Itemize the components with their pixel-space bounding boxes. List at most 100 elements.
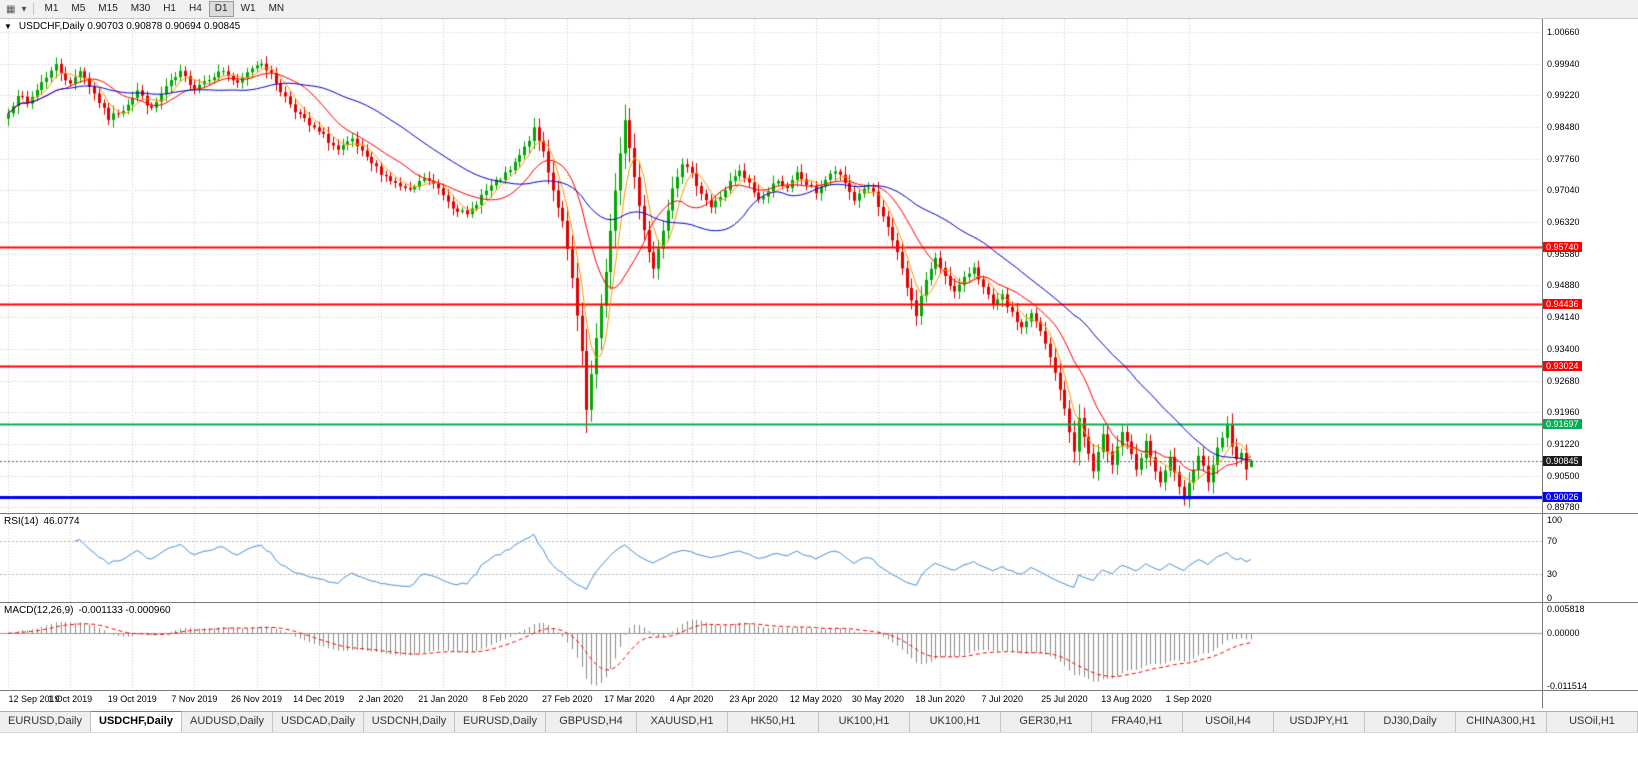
date-tick-label: 19 Oct 2019 xyxy=(107,694,157,704)
price-tick-label: 0.90500 xyxy=(1547,470,1580,481)
tab-eurusd-daily[interactable]: EURUSD,Daily xyxy=(455,712,546,732)
tab-usdjpy-h1[interactable]: USDJPY,H1 xyxy=(1274,712,1365,732)
tab-usdcad-daily[interactable]: USDCAD,Daily xyxy=(273,712,364,732)
price-level-badge: 0.94436 xyxy=(1543,298,1582,309)
price-tick-label: 0.95580 xyxy=(1547,248,1580,259)
macd-label: MACD(12,26,9) -0.001133 -0.000960 xyxy=(4,605,171,616)
tab-uk100-h1[interactable]: UK100,H1 xyxy=(910,712,1001,732)
price-tick-label: 0.89780 xyxy=(1547,502,1580,513)
axis-separator-line xyxy=(1542,19,1543,708)
rsi-tick-label: 30 xyxy=(1547,568,1558,579)
price-tick-label: 0.97760 xyxy=(1547,153,1580,164)
tab-xauusd-h1[interactable]: XAUUSD,H1 xyxy=(637,712,728,732)
chart-title: ▼ USDCHF,Daily 0.90703 0.90878 0.90694 0… xyxy=(4,21,240,32)
timeframe-button-m1[interactable]: M1 xyxy=(44,3,59,14)
macd-panel[interactable]: MACD(12,26,9) -0.001133 -0.000960 0.0058… xyxy=(0,602,1638,691)
timeframe-button-m30[interactable]: M30 xyxy=(130,3,151,14)
price-panel[interactable]: ▼ USDCHF,Daily 0.90703 0.90878 0.90694 0… xyxy=(0,19,1638,513)
date-tick-label: 26 Nov 2019 xyxy=(231,694,283,704)
macd-tick-label: 0.005818 xyxy=(1547,604,1585,614)
price-tick-label: 0.94880 xyxy=(1547,279,1580,290)
price-tick-label: 0.99220 xyxy=(1547,90,1580,100)
date-tick-label: 13 Aug 2020 xyxy=(1101,694,1152,704)
price-tick-label: 0.96320 xyxy=(1547,216,1580,227)
toolbar: ▦ ▾ M1 M5 M15 M30 H1 H4 D1 W1 MN xyxy=(0,0,1638,19)
tab-ger30-h1[interactable]: GER30,H1 xyxy=(1001,712,1092,732)
rsi-canvas[interactable] xyxy=(0,514,1542,602)
chart-grid-icon[interactable]: ▦ xyxy=(6,3,16,15)
tab-eurusd-daily[interactable]: EURUSD,Daily xyxy=(0,712,91,732)
price-tick-label: 0.97040 xyxy=(1547,185,1580,196)
timeframe-button-d1[interactable]: D1 xyxy=(208,1,234,17)
tab-china300-h1[interactable]: CHINA300,H1 xyxy=(1456,712,1547,732)
tab-hk50-h1[interactable]: HK50,H1 xyxy=(728,712,819,732)
tab-audusd-daily[interactable]: AUDUSD,Daily xyxy=(182,712,273,732)
date-tick-label: 12 May 2020 xyxy=(789,694,842,704)
tab-fra40-h1[interactable]: FRA40,H1 xyxy=(1092,712,1183,732)
macd-values: -0.001133 -0.000960 xyxy=(78,605,171,616)
tab-usdcnh-daily[interactable]: USDCNH,Daily xyxy=(364,712,455,732)
date-tick-label: 27 Feb 2020 xyxy=(541,694,593,704)
date-tick-label: 1 Oct 2019 xyxy=(48,694,93,704)
rsi-label: RSI(14) 46.0774 xyxy=(4,516,80,527)
price-level-badge: 0.91697 xyxy=(1543,418,1582,429)
date-tick-label: 8 Feb 2020 xyxy=(482,694,528,704)
toolbar-separator xyxy=(33,3,35,15)
price-level-badge: 0.93024 xyxy=(1543,360,1582,371)
date-tick-label: 7 Nov 2019 xyxy=(171,694,218,704)
price-tick-label: 0.93400 xyxy=(1547,344,1580,355)
macd-canvas[interactable] xyxy=(0,603,1542,690)
date-tick-label: 1 Sep 2020 xyxy=(1165,694,1212,704)
macd-tick-label: 0.00000 xyxy=(1547,628,1580,639)
price-tick-label: 0.92680 xyxy=(1547,375,1580,386)
date-tick-label: 23 Apr 2020 xyxy=(729,694,778,704)
macd-tick-label: -0.011514 xyxy=(1547,681,1587,691)
date-tick-label: 17 Mar 2020 xyxy=(604,694,655,704)
date-tick-label: 21 Jan 2020 xyxy=(418,694,468,704)
date-tick-label: 12 Sep 2019 xyxy=(8,694,60,704)
timeframe-button-mn[interactable]: MN xyxy=(268,3,285,14)
price-tick-label: 0.98480 xyxy=(1547,122,1580,133)
tab-gbpusd-h4[interactable]: GBPUSD,H4 xyxy=(546,712,637,732)
date-tick-label: 25 Jul 2020 xyxy=(1041,694,1088,704)
timeframe-group: M1 M5 M15 M30 H1 H4 D1 W1 MN xyxy=(38,1,290,17)
date-tick-label: 7 Jul 2020 xyxy=(981,694,1024,704)
price-tick-label: 0.99940 xyxy=(1547,58,1580,69)
date-tick-label: 18 Jun 2020 xyxy=(915,694,965,704)
chart-list-dropdown-icon[interactable]: ▾ xyxy=(21,3,27,15)
timeframe-button-w1[interactable]: W1 xyxy=(240,3,256,14)
tab-usoil-h1[interactable]: USOil,H1 xyxy=(1547,712,1638,732)
chart-tab-bar: EURUSD,Daily USDCHF,Daily AUDUSD,Daily USDC… xyxy=(0,711,1638,733)
date-tick-label: 30 May 2020 xyxy=(851,694,904,704)
tab-uk100-h1[interactable]: UK100,H1 xyxy=(819,712,910,732)
price-tick-label: 1.00660 xyxy=(1547,27,1580,38)
rsi-value: 46.0774 xyxy=(43,516,80,527)
timeframe-button-h1[interactable]: H1 xyxy=(163,3,176,14)
rsi-tick-label: 100 xyxy=(1547,515,1563,525)
chart-area: ▼ USDCHF,Daily 0.90703 0.90878 0.90694 0… xyxy=(0,19,1638,708)
price-tick-label: 0.91960 xyxy=(1547,407,1580,418)
tab-usdchf-daily[interactable]: USDCHF,Daily xyxy=(91,711,182,732)
price-level-badge: 0.95740 xyxy=(1543,242,1582,252)
rsi-tick-label: 70 xyxy=(1547,536,1558,547)
date-tick-label: 4 Apr 2020 xyxy=(669,694,714,704)
date-tick-label: 14 Dec 2019 xyxy=(293,694,345,704)
timeframe-button-h4[interactable]: H4 xyxy=(189,3,202,14)
macd-name: MACD(12,26,9) xyxy=(4,605,74,616)
current-price-badge: 0.90845 xyxy=(1543,455,1582,466)
timeframe-button-m15[interactable]: M15 xyxy=(98,3,118,14)
rsi-tick-label: 0 xyxy=(1547,593,1553,603)
symbol-dropdown-icon[interactable]: ▼ xyxy=(4,22,12,31)
price-tick-label: 0.91220 xyxy=(1547,439,1580,450)
tab-usoil-h4[interactable]: USOil,H4 xyxy=(1183,712,1274,732)
timeframe-button-m5[interactable]: M5 xyxy=(71,3,86,14)
date-tick-label: 2 Jan 2020 xyxy=(358,694,404,704)
rsi-name: RSI(14) xyxy=(4,516,39,527)
chart-title-text: USDCHF,Daily 0.90703 0.90878 0.90694 0.9… xyxy=(18,21,241,32)
tab-dj30-daily[interactable]: DJ30,Daily xyxy=(1365,712,1456,732)
price-chart-canvas[interactable] xyxy=(0,19,1542,513)
price-level-badge: 0.90026 xyxy=(1543,491,1582,502)
rsi-panel[interactable]: RSI(14) 46.0774 100 70 30 0 xyxy=(0,513,1638,603)
date-axis[interactable]: 12 Sep 2019 1 Oct 2019 19 Oct 2019 7 Nov 20… xyxy=(0,690,1638,708)
